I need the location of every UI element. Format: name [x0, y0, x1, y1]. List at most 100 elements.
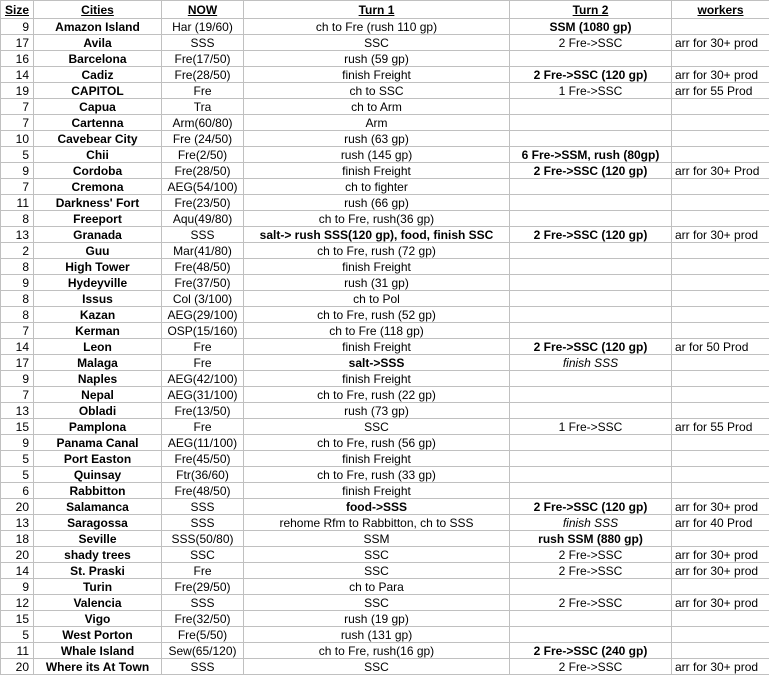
table-cell: [510, 403, 672, 419]
table-cell: [672, 643, 769, 659]
table-cell: 15: [1, 611, 34, 627]
table-cell: 19: [1, 83, 34, 99]
table-cell: 13: [1, 227, 34, 243]
table-cell: Quinsay: [34, 467, 162, 483]
table-cell: [510, 179, 672, 195]
table-cell: [510, 99, 672, 115]
table-cell: 2 Fre->SSC: [510, 547, 672, 563]
table-cell: [672, 371, 769, 387]
table-cell: Aqu(49/80): [162, 211, 244, 227]
table-cell: [510, 467, 672, 483]
table-cell: SSS: [162, 499, 244, 515]
table-cell: 2 Fre->SSC (240 gp): [510, 643, 672, 659]
table-cell: SSC: [162, 547, 244, 563]
table-cell: shady trees: [34, 547, 162, 563]
table-cell: AEG(42/100): [162, 371, 244, 387]
table-cell: arr for 30+ prod: [672, 499, 769, 515]
table-cell: rush (59 gp): [244, 51, 510, 67]
table-cell: [672, 355, 769, 371]
table-cell: 11: [1, 643, 34, 659]
table-cell: Fre(45/50): [162, 451, 244, 467]
table-cell: AEG(11/100): [162, 435, 244, 451]
table-cell: 2 Fre->SSC: [510, 595, 672, 611]
table-cell: [672, 323, 769, 339]
table-cell: SSS: [162, 659, 244, 675]
table-cell: finish Freight: [244, 339, 510, 355]
table-cell: 17: [1, 35, 34, 51]
table-cell: [672, 259, 769, 275]
table-cell: 7: [1, 99, 34, 115]
table-cell: [510, 627, 672, 643]
table-cell: Tra: [162, 99, 244, 115]
table-cell: Mar(41/80): [162, 243, 244, 259]
table-cell: 13: [1, 403, 34, 419]
table-cell: SSC: [244, 595, 510, 611]
table-cell: 5: [1, 627, 34, 643]
column-header: Turn 1: [244, 1, 510, 19]
table-cell: [672, 579, 769, 595]
table-cell: Panama Canal: [34, 435, 162, 451]
table-cell: [672, 147, 769, 163]
table-cell: Cadiz: [34, 67, 162, 83]
table-cell: ch to Fre, rush (56 gp): [244, 435, 510, 451]
table-cell: [510, 259, 672, 275]
table-cell: Port Easton: [34, 451, 162, 467]
table-cell: [672, 275, 769, 291]
table-cell: 7: [1, 115, 34, 131]
table-cell: finish SSS: [510, 515, 672, 531]
table-cell: 5: [1, 467, 34, 483]
table-cell: arr for 30+ prod: [672, 659, 769, 675]
table-cell: rush SSM (880 gp): [510, 531, 672, 547]
table-cell: [672, 99, 769, 115]
table-cell: 2 Fre->SSC (120 gp): [510, 499, 672, 515]
table-cell: Guu: [34, 243, 162, 259]
table-cell: Cavebear City: [34, 131, 162, 147]
table-cell: 20: [1, 659, 34, 675]
table-cell: Fre(5/50): [162, 627, 244, 643]
table-cell: Fre(2/50): [162, 147, 244, 163]
table-cell: Malaga: [34, 355, 162, 371]
table-cell: [672, 19, 769, 35]
table-cell: SSM (1080 gp): [510, 19, 672, 35]
table-cell: 1 Fre->SSC: [510, 419, 672, 435]
table-cell: [510, 483, 672, 499]
table-cell: 14: [1, 339, 34, 355]
table-cell: rush (73 gp): [244, 403, 510, 419]
table-cell: rush (63 gp): [244, 131, 510, 147]
table-cell: Cartenna: [34, 115, 162, 131]
table-cell: ch to Fre (rush 110 gp): [244, 19, 510, 35]
table-cell: Fre(17/50): [162, 51, 244, 67]
table-cell: Valencia: [34, 595, 162, 611]
table-cell: 13: [1, 515, 34, 531]
table-cell: 5: [1, 451, 34, 467]
table-cell: [672, 611, 769, 627]
table-cell: [672, 451, 769, 467]
table-cell: 14: [1, 67, 34, 83]
table-cell: ch to Fre, rush (52 gp): [244, 307, 510, 323]
table-cell: 10: [1, 131, 34, 147]
table-cell: Har (19/60): [162, 19, 244, 35]
table-cell: Kerman: [34, 323, 162, 339]
table-cell: High Tower: [34, 259, 162, 275]
table-cell: [672, 51, 769, 67]
table-cell: Hydeyville: [34, 275, 162, 291]
table-cell: SSC: [244, 35, 510, 51]
table-cell: finish Freight: [244, 163, 510, 179]
table-cell: 2 Fre->SSC (120 gp): [510, 227, 672, 243]
table-cell: Seville: [34, 531, 162, 547]
table-cell: 2 Fre->SSC (120 gp): [510, 67, 672, 83]
table-cell: arr for 30+ prod: [672, 35, 769, 51]
